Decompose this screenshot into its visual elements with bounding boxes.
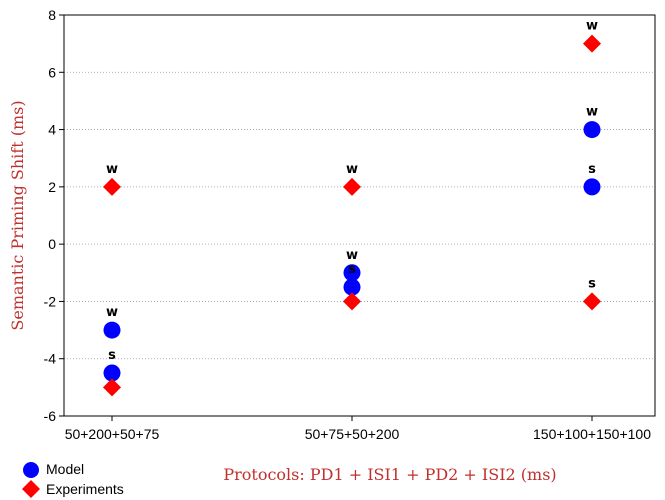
point-label: w — [106, 305, 118, 320]
point-label: w — [586, 105, 598, 120]
y-tick-label: 0 — [48, 236, 56, 252]
model-point — [583, 178, 601, 196]
experiment-point — [583, 292, 601, 311]
legend-model-marker — [23, 462, 39, 478]
model-point — [583, 121, 601, 139]
y-tick-label: 8 — [48, 7, 56, 23]
x-axis-title: Protocols: PD1 + ISI1 + PD2 + ISI2 (ms) — [223, 465, 556, 484]
legend-model-label: Model — [46, 461, 84, 477]
experiment-point — [583, 34, 601, 53]
legend-experiments-marker — [22, 480, 40, 498]
legend-experiments-label: Experiments — [46, 481, 124, 497]
point-label: w — [346, 248, 358, 263]
experiment-point — [103, 177, 121, 196]
experiment-point — [343, 177, 361, 196]
y-tick-label: -2 — [44, 293, 57, 309]
point-label: s — [588, 276, 596, 291]
model-point — [343, 278, 361, 296]
point-label: w — [346, 162, 358, 177]
point-label: s — [588, 162, 596, 177]
y-tick-label: -6 — [44, 408, 57, 424]
plot-frame — [63, 14, 656, 417]
model-point — [103, 321, 121, 339]
y-tick-label: -4 — [44, 351, 57, 367]
legend: Model Experiments — [22, 461, 124, 498]
point-label: w — [586, 19, 598, 34]
x-axis: 50+200+50+75 50+75+50+200 150+100+150+100 — [65, 416, 651, 442]
x-tick-label: 50+75+50+200 — [305, 426, 400, 442]
y-axis-title: Semantic Priming Shift (ms) — [8, 100, 27, 330]
experiment-point — [343, 292, 361, 311]
model-point — [103, 364, 121, 382]
point-label: s — [348, 262, 356, 277]
x-tick-label: 50+200+50+75 — [65, 426, 160, 442]
point-label: s — [108, 348, 116, 363]
y-tick-label: 4 — [48, 122, 56, 138]
x-tick-label: 150+100+150+100 — [533, 426, 651, 442]
y-tick-label: 6 — [48, 64, 56, 80]
point-label: w — [106, 162, 118, 177]
experiment-point — [103, 378, 121, 397]
grid-lines — [64, 71, 655, 360]
data-points — [103, 34, 601, 397]
model-point — [343, 264, 361, 282]
y-tick-label: 2 — [48, 179, 56, 195]
y-axis: -6 -4 -2 0 2 4 6 8 — [44, 7, 64, 424]
